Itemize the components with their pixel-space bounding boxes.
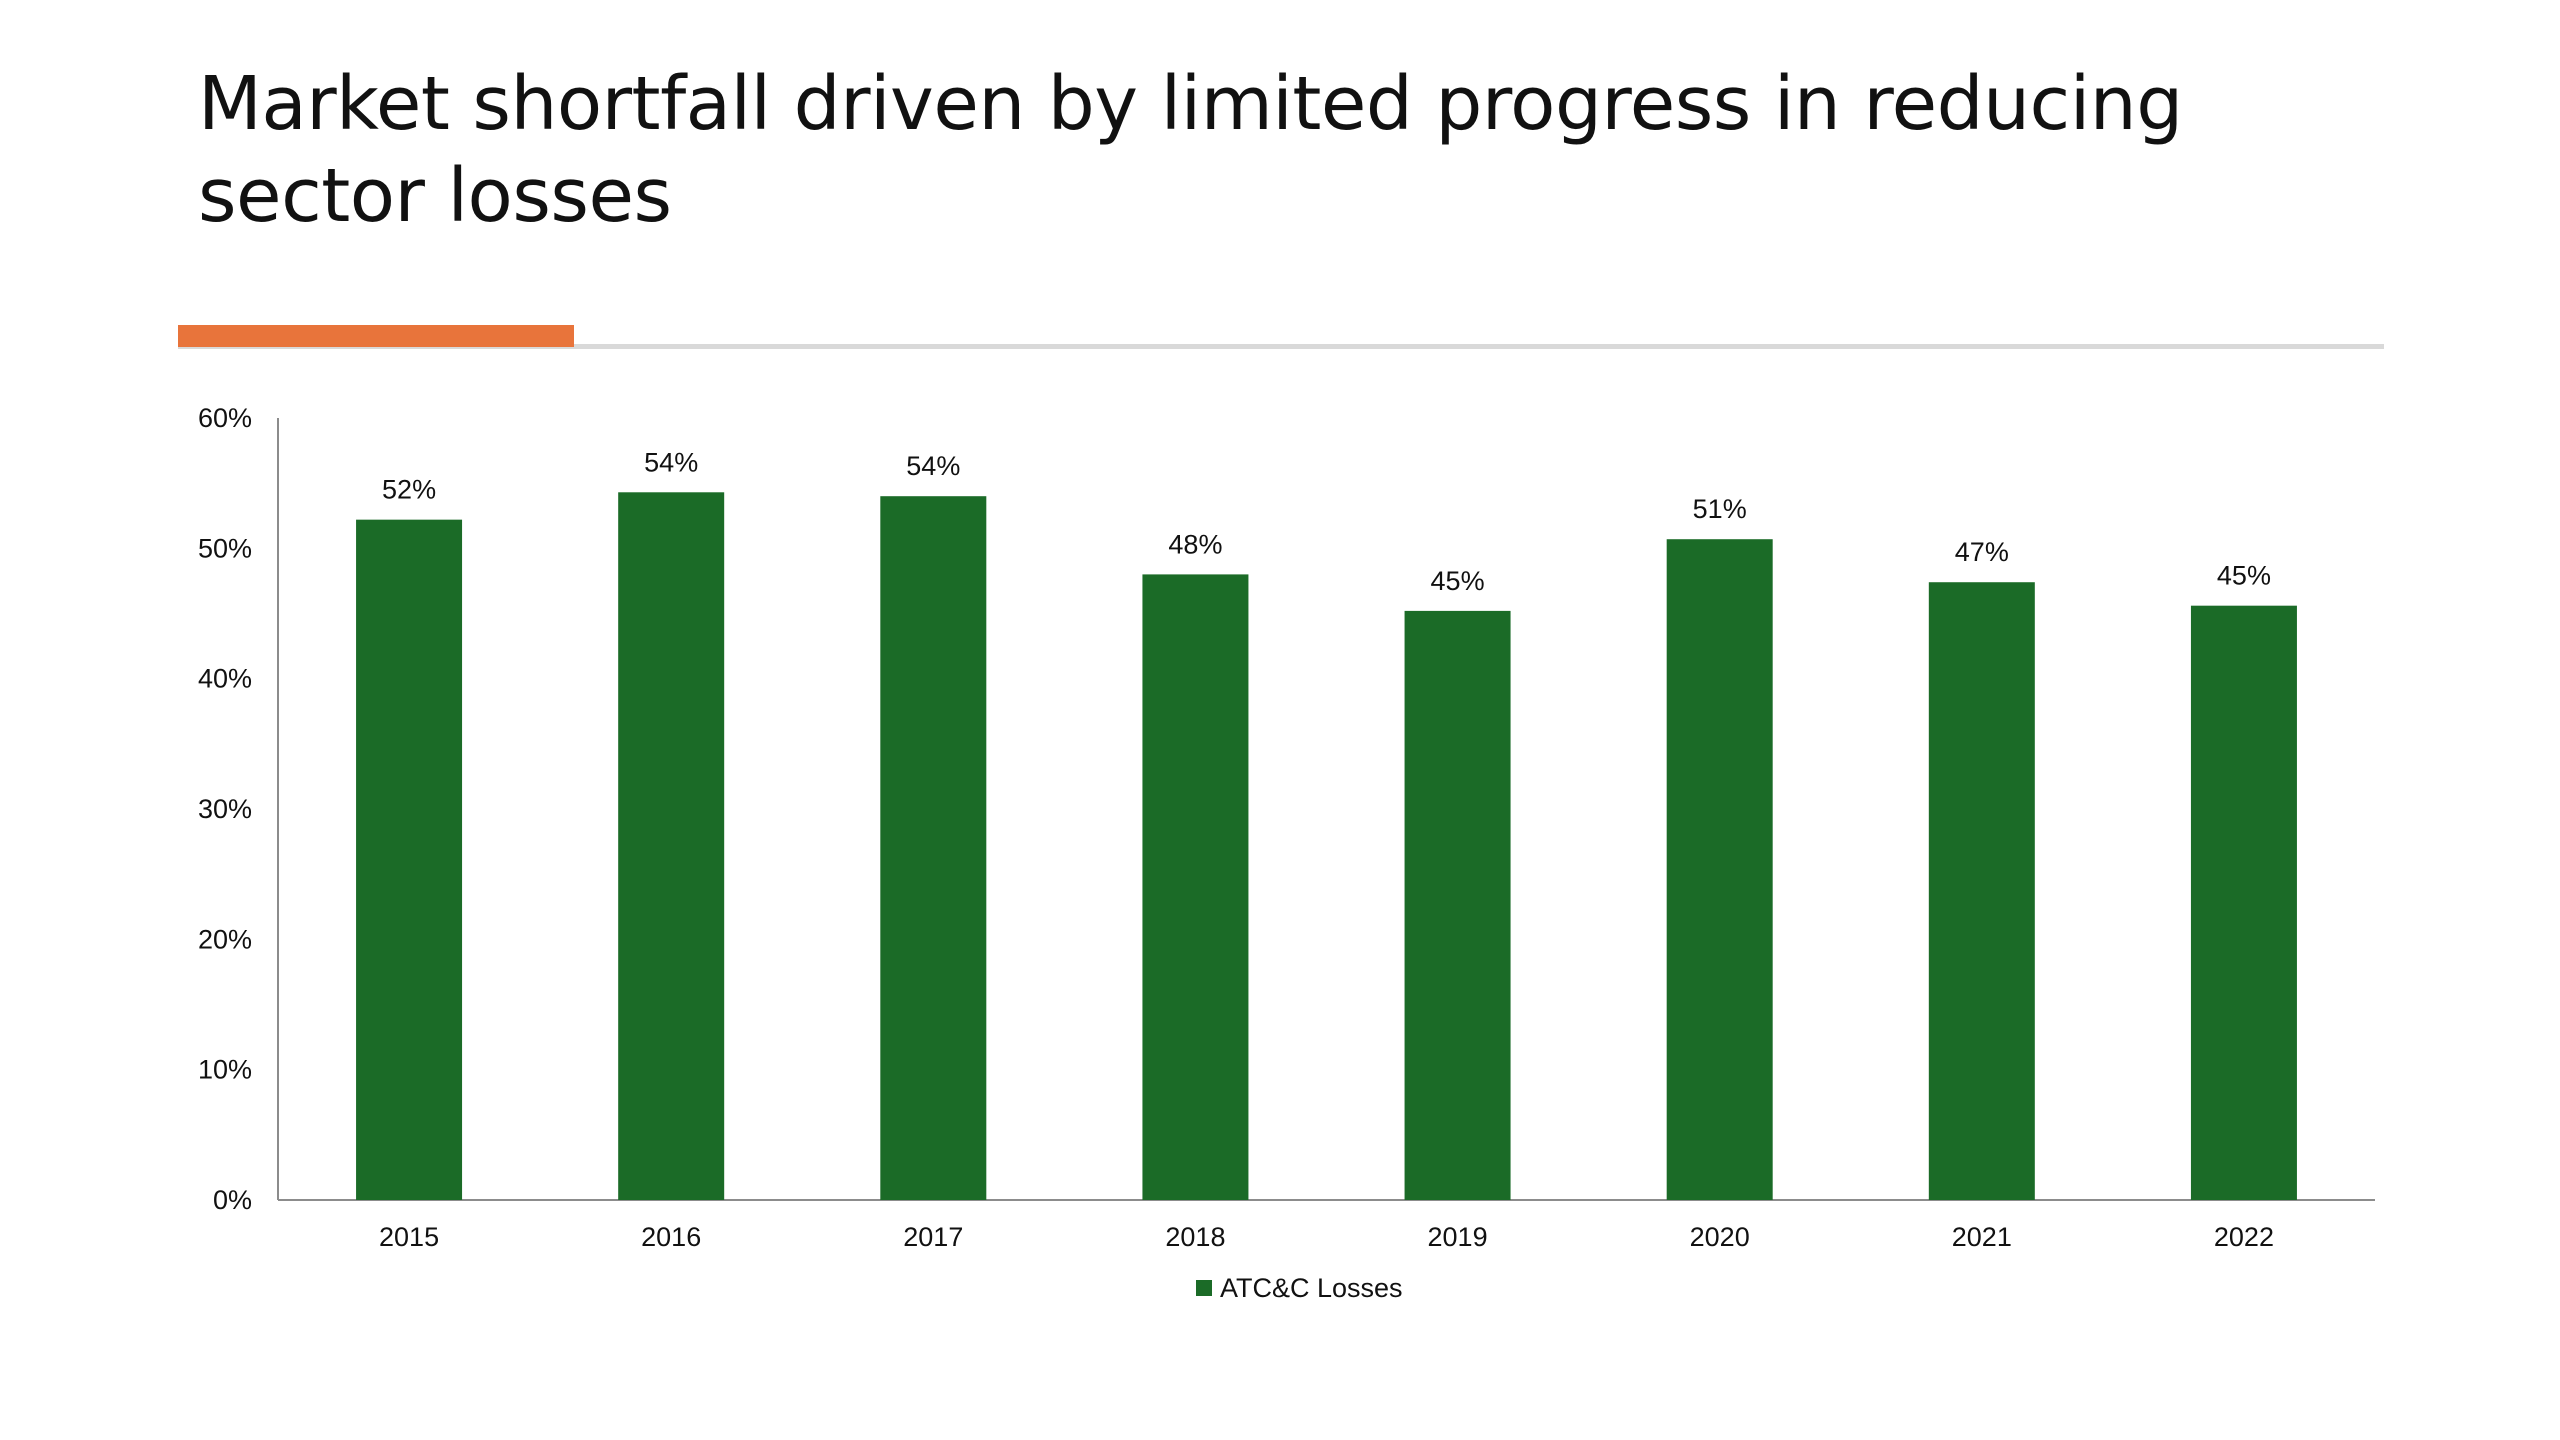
title-divider xyxy=(178,344,2384,349)
data-label: 54% xyxy=(644,447,698,477)
page-title: Market shortfall driven by limited progr… xyxy=(198,61,2183,239)
legend-label: ATC&C Losses xyxy=(1220,1273,1403,1303)
bar xyxy=(1666,539,1773,1200)
data-label: 52% xyxy=(382,475,436,505)
y-tick-label: 0% xyxy=(213,1185,252,1215)
y-tick-label: 60% xyxy=(198,403,252,433)
x-tick-label: 2017 xyxy=(903,1222,963,1252)
legend-swatch xyxy=(1196,1280,1212,1296)
bar xyxy=(880,496,987,1200)
bar xyxy=(356,519,463,1200)
y-tick-label: 20% xyxy=(198,924,252,954)
y-tick-label: 40% xyxy=(198,664,252,694)
data-label: 54% xyxy=(906,451,960,481)
title-accent-bar xyxy=(178,325,574,347)
bar xyxy=(1928,582,2035,1200)
y-tick-label: 50% xyxy=(198,533,252,563)
bar xyxy=(1142,574,1249,1200)
y-tick-label: 10% xyxy=(198,1055,252,1085)
x-tick-label: 2016 xyxy=(641,1222,701,1252)
data-label: 45% xyxy=(2217,561,2271,591)
data-label: 48% xyxy=(1168,529,1222,559)
x-tick-label: 2019 xyxy=(1428,1222,1488,1252)
bar xyxy=(618,492,725,1200)
bar xyxy=(1404,610,1511,1200)
x-tick-label: 2021 xyxy=(1952,1222,2012,1252)
x-tick-label: 2018 xyxy=(1165,1222,1225,1252)
x-tick-label: 2020 xyxy=(1690,1222,1750,1252)
data-label: 47% xyxy=(1955,537,2009,567)
x-tick-label: 2022 xyxy=(2214,1222,2274,1252)
data-label: 51% xyxy=(1693,494,1747,524)
bar xyxy=(2190,605,2297,1200)
y-tick-label: 30% xyxy=(198,794,252,824)
x-tick-label: 2015 xyxy=(379,1222,439,1252)
data-label: 45% xyxy=(1431,566,1485,596)
